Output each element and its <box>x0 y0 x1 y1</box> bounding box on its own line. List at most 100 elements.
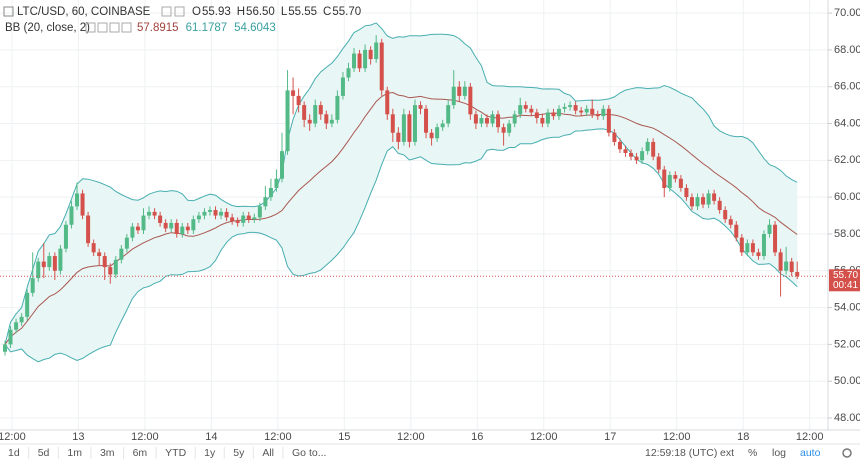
candle-body <box>124 237 129 249</box>
candle-body <box>462 86 467 96</box>
candle-body <box>108 267 113 275</box>
x-tick-label: 12:00 <box>530 431 558 443</box>
candle-body <box>568 105 573 107</box>
range-button[interactable]: Go to... <box>292 447 326 459</box>
candle-body <box>69 206 74 225</box>
ohlc-value: 56.50 <box>246 6 275 18</box>
indicator-icon[interactable] <box>121 22 132 33</box>
y-tick-label: 60.00 <box>834 191 860 203</box>
candle-body <box>651 141 656 157</box>
ohlc-key: H <box>237 6 245 18</box>
candle-body <box>202 211 207 216</box>
range-button[interactable]: 1y <box>204 447 216 459</box>
indicator-name: BB (20, close, 2) <box>5 22 90 34</box>
candle-body <box>363 49 368 69</box>
candle-body <box>606 108 611 133</box>
candle-body <box>302 105 307 120</box>
candle-body <box>739 237 744 253</box>
option-button[interactable]: ext <box>720 447 734 459</box>
candle-body <box>180 226 185 234</box>
candle-body <box>590 108 595 115</box>
candle-body <box>562 106 567 109</box>
x-tick-label: 12:00 <box>796 431 824 443</box>
candle-body <box>147 211 152 216</box>
candle-body <box>224 211 229 218</box>
candle-body <box>97 252 102 257</box>
settings-gear[interactable] <box>842 448 852 458</box>
candle-body <box>235 221 240 223</box>
candle-body <box>645 141 650 152</box>
candle-body <box>318 105 323 115</box>
candle-body <box>518 105 523 115</box>
candle-body <box>723 210 728 220</box>
indicator-icon[interactable] <box>97 22 108 33</box>
candle-body <box>795 272 800 277</box>
candle-body <box>418 105 423 109</box>
candle-body <box>191 219 196 231</box>
candle-body <box>3 344 7 352</box>
candle-body <box>501 127 506 133</box>
candle-body <box>673 175 678 179</box>
y-tick-label: 50.00 <box>834 375 860 387</box>
candle-body <box>296 95 301 106</box>
option-button[interactable]: % <box>748 447 757 459</box>
range-button[interactable]: 3m <box>100 447 115 459</box>
candle-body <box>634 156 639 161</box>
candle-body <box>496 114 501 128</box>
candle-body <box>213 210 218 216</box>
candle-body <box>379 42 384 91</box>
indicator-value: 57.8915 <box>137 22 179 34</box>
candle-body <box>352 53 357 69</box>
candle-body <box>230 217 235 222</box>
candle-body <box>207 210 212 212</box>
candle-body <box>784 261 789 271</box>
candle-body <box>385 90 390 115</box>
collapse-icon[interactable] <box>3 6 14 17</box>
candle-body <box>773 224 778 253</box>
candle-body <box>512 114 517 124</box>
candle-body <box>584 108 589 113</box>
eye-icon[interactable] <box>161 6 172 17</box>
indicator-icon[interactable] <box>85 22 96 33</box>
candle-body <box>551 112 556 117</box>
x-tick-label: 14 <box>205 431 217 443</box>
range-button[interactable]: 6m <box>133 447 148 459</box>
candle-body <box>335 95 340 120</box>
x-tick-label: 13 <box>72 431 84 443</box>
candle-body <box>595 114 600 117</box>
ohlc-key: C <box>323 6 331 18</box>
countdown: 00:41 <box>833 280 858 291</box>
settings-icon[interactable] <box>174 6 185 17</box>
candle-body <box>778 252 783 271</box>
candle-body <box>135 226 140 231</box>
candle-body <box>451 86 456 106</box>
candle-body <box>573 105 578 111</box>
option-button[interactable]: auto <box>800 447 821 459</box>
range-button[interactable]: All <box>262 447 274 459</box>
indicator-values: 57.8915 61.1787 54.6043 <box>137 22 276 34</box>
indicator-icon[interactable] <box>109 22 120 33</box>
symbol: LTC/USD, 60, COINBASE <box>17 6 151 18</box>
candle-body <box>19 316 24 323</box>
candle-body <box>324 114 329 124</box>
range-button[interactable]: 5y <box>233 447 245 459</box>
range-button[interactable]: YTD <box>165 447 186 459</box>
candle-body <box>274 178 279 188</box>
range-button[interactable]: 1m <box>67 447 82 459</box>
candle-body <box>368 49 373 60</box>
candle-body <box>396 132 401 142</box>
candle-body <box>734 224 739 238</box>
range-button[interactable]: 1d <box>8 447 20 459</box>
candle-body <box>163 222 168 229</box>
candle-body <box>407 114 412 142</box>
range-button[interactable]: 5d <box>38 447 50 459</box>
candle-body <box>579 110 584 113</box>
x-tick-label: 17 <box>604 431 616 443</box>
candle-body <box>340 77 345 96</box>
ohlc-header: O 55.93 H 56.50 L 55.55 C 55.70 <box>192 6 361 18</box>
candle-body <box>219 211 224 216</box>
candle-body <box>529 108 534 113</box>
option-button[interactable]: log <box>772 447 786 459</box>
